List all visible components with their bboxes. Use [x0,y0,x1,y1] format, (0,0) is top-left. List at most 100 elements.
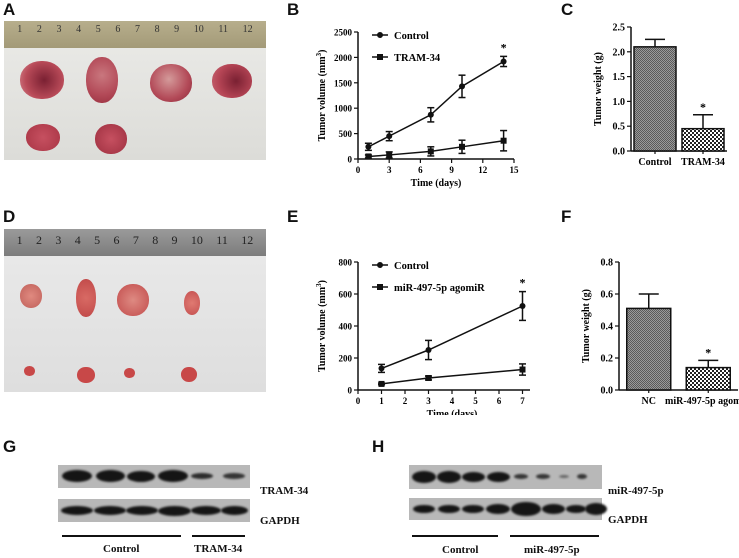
svg-text:1500: 1500 [334,78,353,88]
svg-text:1000: 1000 [334,104,353,114]
svg-text:3: 3 [387,165,392,175]
svg-text:Tumor weight (g): Tumor weight (g) [593,52,604,126]
group-label-tram34: TRAM-34 [194,543,243,555]
svg-text:0.8: 0.8 [601,258,614,269]
tumor-tram34-2 [95,124,127,154]
svg-text:TRAM-34: TRAM-34 [681,157,725,168]
blot-gapdh-g [58,499,250,522]
svg-text:15: 15 [510,165,520,175]
svg-text:miR-497-5p agomiR: miR-497-5p agomiR [394,283,485,294]
svg-text:0: 0 [348,155,353,165]
chart-f-tumor-weight: 0.0 0.2 0.4 0.6 0.8 Tumor weight (g) NC miR-497… [581,258,739,408]
svg-text:2.0: 2.0 [613,47,626,58]
tumor-control-4 [212,64,252,98]
svg-text:NC: NC [642,396,656,407]
svg-text:2000: 2000 [334,53,353,63]
svg-text:7: 7 [520,396,525,406]
svg-text:3: 3 [426,396,431,406]
svg-text:1.5: 1.5 [613,72,626,83]
svg-text:1.0: 1.0 [613,97,626,108]
band-label-gapdh: GAPDH [608,514,648,526]
tumor-control-3 [150,64,192,102]
tumor-agomir-2 [77,367,95,383]
western-blot-g: TRAM-34 GAPDH Control TRAM-34 [0,410,370,558]
band-label-target: TRAM-34 [260,485,309,497]
blot-target-h [409,465,602,489]
svg-text:*: * [705,345,711,359]
svg-text:800: 800 [339,258,353,268]
tumor-photo-a: 1 2 3 4 5 6 7 8 9 10 11 12 [4,21,266,160]
svg-text:Control: Control [394,31,429,42]
group-label-control: Control [442,544,479,556]
group-label-mir497: miR-497-5p [524,544,580,556]
svg-text:Tumor volume (mm3): Tumor volume (mm3) [315,280,328,372]
svg-text:0: 0 [348,386,353,396]
svg-text:0.5: 0.5 [613,122,626,133]
svg-text:0: 0 [356,165,361,175]
svg-text:0.0: 0.0 [601,386,614,397]
group-line-mir497 [510,535,599,537]
svg-text:400: 400 [339,322,353,332]
blot-target-g [58,465,250,488]
tumor-control-3 [117,284,149,316]
tumor-control-1 [20,61,64,99]
panel-letter-c: C [561,0,574,19]
western-blot-h: miR-497-5p GAPDH Control miR-497-5p [370,410,739,558]
panel-letter-f: F [561,207,572,226]
ruler-ticks: 1 2 3 4 5 6 7 8 9 10 11 12 [17,24,253,35]
svg-text:200: 200 [339,354,353,364]
tumor-photo-d: 1 2 3 4 5 6 7 8 9 10 11 12 [4,229,266,392]
panel-letter-h: H [372,437,385,456]
panel-letter-g: G [3,437,17,456]
svg-text:*: * [700,100,706,114]
svg-text:0: 0 [356,396,361,406]
svg-text:Control: Control [638,157,671,168]
group-line-control [412,535,498,537]
svg-text:6: 6 [418,165,423,175]
band-label-target: miR-497-5p [608,485,664,497]
chart-b-tumor-volume: 0 500 1000 1500 2000 2500 0 3 6 9 12 15 Time (days) T… [315,28,520,190]
svg-text:12: 12 [478,165,488,175]
panel-letter-b: B [287,0,300,19]
blot-gapdh-h [409,498,607,520]
svg-text:*: * [501,40,507,54]
svg-text:*: * [520,276,526,290]
svg-text:0.2: 0.2 [601,354,614,365]
tumor-agomir-4 [181,367,197,382]
svg-text:Time (days): Time (days) [411,178,462,189]
svg-text:600: 600 [339,290,353,300]
svg-text:4: 4 [450,396,455,406]
svg-text:9: 9 [449,165,454,175]
svg-text:5: 5 [473,396,478,406]
svg-text:500: 500 [339,129,353,139]
svg-text:TRAM-34: TRAM-34 [394,53,441,64]
panel-letter-e: E [287,207,299,226]
tumor-control-4 [184,291,200,315]
tumor-agomir-1 [24,366,35,376]
svg-text:0.4: 0.4 [601,322,614,333]
tumor-control-2 [76,279,96,317]
tumor-control-2 [86,57,118,103]
svg-text:2: 2 [403,396,408,406]
panel-letter-a: A [3,0,16,19]
ruler-ticks: 1 2 3 4 5 6 7 8 9 10 11 12 [16,233,254,247]
svg-text:0.6: 0.6 [601,290,614,301]
group-line-control [62,535,181,537]
ruler: 1 2 3 4 5 6 7 8 9 10 11 12 [4,21,266,48]
svg-text:2500: 2500 [334,28,353,38]
group-label-control: Control [103,543,140,555]
svg-text:2.5: 2.5 [613,23,626,34]
svg-text:Tumor weight (g): Tumor weight (g) [581,289,592,363]
tumor-tram34-1 [26,124,60,151]
ruler: 1 2 3 4 5 6 7 8 9 10 11 12 [4,229,266,256]
svg-text:0.0: 0.0 [613,147,626,158]
group-line-tram34 [192,535,245,537]
band-label-gapdh: GAPDH [260,515,300,527]
panel-letter-d: D [3,207,16,226]
chart-c-tumor-weight: 0.0 0.5 1.0 1.5 2.0 2.5 Tumor weight (g) Contro… [593,23,727,168]
svg-text:Tumor volume (mm3): Tumor volume (mm3) [315,50,328,142]
chart-e-tumor-volume: 0200400600800012345678Time (days)Tumor v… [315,258,530,415]
svg-text:Control: Control [394,261,429,272]
svg-text:1: 1 [379,396,384,406]
tumor-control-1 [20,284,42,308]
